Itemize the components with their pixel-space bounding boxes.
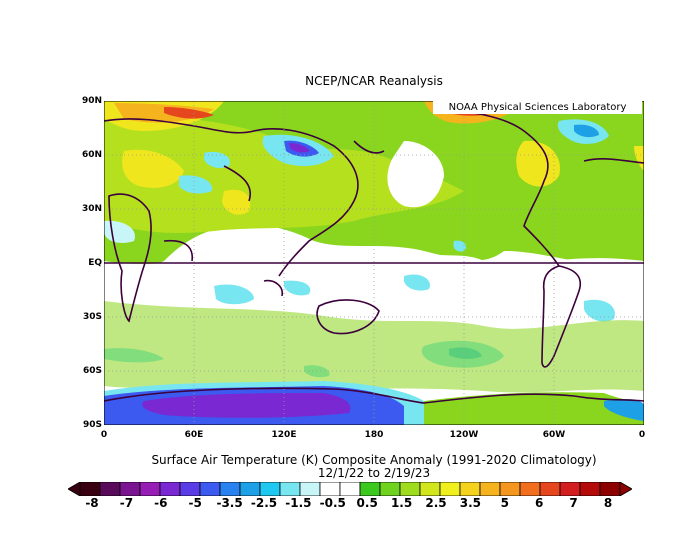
colorbar-swatch bbox=[239, 482, 261, 496]
caption-line-1: Surface Air Temperature (K) Composite An… bbox=[151, 453, 597, 467]
coastlines bbox=[104, 109, 644, 404]
colorbar-swatch bbox=[379, 482, 401, 496]
colorbar-swatch bbox=[279, 482, 301, 496]
colorbar-swatch bbox=[139, 482, 161, 496]
colorbar-extend-high bbox=[619, 482, 632, 496]
colorbar-swatch bbox=[539, 482, 561, 496]
colorbar-swatch bbox=[579, 482, 601, 496]
lon-label-120w: 120W bbox=[449, 430, 479, 440]
lon-label-180: 180 bbox=[364, 430, 384, 440]
colorbar-tick-label: 6 bbox=[535, 496, 544, 510]
colorbar-tick-label: 3.5 bbox=[459, 496, 482, 510]
colorbar-swatch bbox=[159, 482, 181, 496]
colorbar-swatch bbox=[439, 482, 461, 496]
colorbar-swatch bbox=[339, 482, 361, 496]
lat-label-eq: EQ bbox=[88, 258, 102, 268]
colorbar-swatch bbox=[199, 482, 221, 496]
colorbar-tick-label: -8 bbox=[85, 496, 99, 510]
colorbar-swatch bbox=[79, 482, 101, 496]
colorbar-swatch bbox=[559, 482, 581, 496]
lon-label-60w: 60W bbox=[542, 430, 566, 440]
colorbar-swatch bbox=[319, 482, 341, 496]
colorbar-tick-label: 8 bbox=[603, 496, 613, 510]
colorbar-tick-label: -6 bbox=[154, 496, 168, 510]
colorbar-swatch bbox=[119, 482, 141, 496]
page-title: NCEP/NCAR Reanalysis bbox=[305, 74, 443, 88]
colorbar-swatch bbox=[419, 482, 441, 496]
lat-label-30n: 30N bbox=[81, 204, 102, 214]
colorbar-tick-label: -1.5 bbox=[285, 496, 312, 510]
colorbar-swatch bbox=[299, 482, 321, 496]
colorbar-tick-label: 0.5 bbox=[356, 496, 378, 510]
colorbar-swatch bbox=[179, 482, 201, 496]
colorbar-swatch bbox=[399, 482, 421, 496]
colorbar-swatch bbox=[359, 482, 381, 496]
lat-label-90s: 90S bbox=[82, 420, 102, 430]
colorbar-tick-label: 7 bbox=[569, 496, 578, 510]
lon-label-0-east: 0 bbox=[638, 430, 646, 440]
colorbar-extend-low bbox=[68, 482, 81, 496]
colorbar-swatch bbox=[519, 482, 541, 496]
psl-badge: NOAA Physical Sciences Laboratory bbox=[433, 101, 642, 114]
colorbar-tick-label: -2.5 bbox=[250, 496, 278, 510]
colorbar-swatch bbox=[479, 482, 501, 496]
colorbar bbox=[68, 482, 632, 496]
lat-label-60n: 60N bbox=[81, 150, 102, 160]
anomaly-map bbox=[104, 101, 644, 425]
lat-label-90n: 90N bbox=[81, 96, 102, 106]
lon-label-120e: 120E bbox=[271, 430, 297, 440]
colorbar-swatch bbox=[99, 482, 121, 496]
colorbar-swatch bbox=[219, 482, 241, 496]
caption-line-2: 12/1/22 to 2/19/23 bbox=[317, 466, 431, 480]
colorbar-swatch bbox=[499, 482, 521, 496]
colorbar-tick-label: -3.5 bbox=[216, 496, 243, 510]
colorbar-tick-label: 2.5 bbox=[425, 496, 447, 510]
colorbar-tick-label: 1.5 bbox=[390, 496, 413, 510]
colorbar-tick-label: -7 bbox=[119, 496, 134, 510]
lon-label-60e: 60E bbox=[184, 430, 204, 440]
colorbar-tick-label: -5 bbox=[188, 496, 202, 510]
colorbar-swatch bbox=[259, 482, 281, 496]
colorbar-tick-label: 5 bbox=[500, 496, 509, 510]
lon-label-0: 0 bbox=[100, 430, 108, 440]
colorbar-tick-label: -0.5 bbox=[319, 496, 346, 510]
colorbar-swatch bbox=[459, 482, 481, 496]
lat-label-30s: 30S bbox=[82, 312, 102, 322]
colorbar-swatch bbox=[599, 482, 621, 496]
lat-label-60s: 60S bbox=[82, 366, 102, 376]
